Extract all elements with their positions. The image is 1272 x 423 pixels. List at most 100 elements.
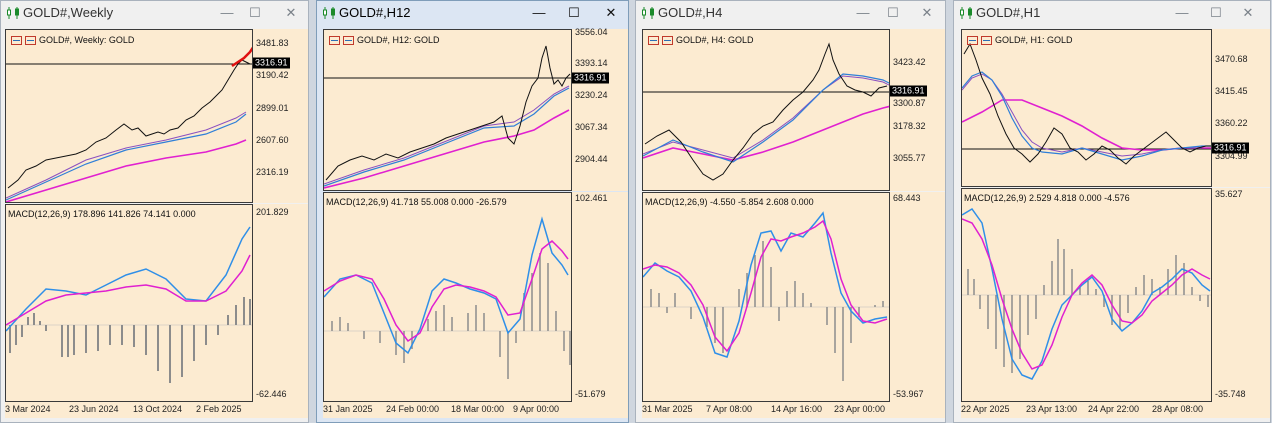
macd-panel[interactable]: MACD(12,26,9) 2.529 4.818 0.000 -4.576 [961, 188, 1212, 402]
window-titlebar[interactable]: GOLD#,H1 — ☐ ✕ [954, 1, 1270, 25]
price-chart[interactable]: GOLD#, H4: GOLD [642, 29, 890, 191]
price-scale[interactable]: 3470.68 3415.45 3360.22 3316.91 3304.99 [1212, 29, 1270, 187]
symbol-label: GOLD#, H1: GOLD [995, 35, 1073, 45]
time-tick: 13 Oct 2024 [133, 404, 183, 414]
minimize-button[interactable]: — [220, 5, 234, 20]
macd-plot [962, 208, 1211, 380]
macd-plot [324, 216, 571, 379]
chart-window-h12[interactable]: GOLD#,H12 — ☐ ✕ GOLD#, H12: GOLD 3556.04… [316, 0, 629, 423]
price-scale[interactable]: 3481.83 3316.91 3190.42 2899.01 2607.60 … [253, 29, 308, 203]
macd-tick: 68.443 [893, 193, 921, 203]
symbol-label: GOLD#, H4: GOLD [676, 35, 754, 45]
time-axis[interactable]: 31 Mar 2025 7 Apr 08:00 14 Apr 16:00 23 … [642, 402, 945, 418]
maximize-button[interactable]: ☐ [1210, 5, 1222, 20]
price-tick: 3230.24 [575, 90, 608, 100]
current-price-tag: 3316.91 [890, 85, 927, 97]
macd-scale[interactable]: 35.627 -35.748 [1212, 188, 1270, 402]
time-axis[interactable]: 22 Apr 2025 23 Apr 13:00 24 Apr 22:00 28… [961, 402, 1270, 418]
window-titlebar[interactable]: GOLD#,Weekly — ☐ ✕ [1, 1, 308, 25]
price-scale[interactable]: 3556.04 3393.14 3316.91 3230.24 3067.34 … [572, 27, 628, 191]
price-plot [643, 42, 889, 181]
price-chart[interactable]: GOLD#, Weekly: GOLD [5, 29, 253, 203]
trade-levels-icon [662, 35, 673, 45]
macd-tick: 102.461 [575, 193, 608, 203]
candlestick-icon [960, 7, 972, 19]
price-tick: 3415.45 [1215, 86, 1248, 96]
window-title: GOLD#,H4 [658, 5, 723, 20]
indicator-list-icon [648, 35, 659, 45]
chart-legend: GOLD#, H12: GOLD [329, 35, 440, 45]
time-tick: 2 Feb 2025 [196, 404, 242, 414]
window-titlebar[interactable]: GOLD#,H12 — ☐ ✕ [317, 1, 628, 25]
macd-plot [6, 226, 252, 383]
chart-window-h1[interactable]: GOLD#,H1 — ☐ ✕ GOLD#, H1: GOLD 3470.68 3… [953, 0, 1271, 423]
minimize-button[interactable]: — [856, 5, 870, 20]
time-tick: 24 Feb 00:00 [386, 404, 440, 414]
indicator-list-icon [329, 35, 340, 45]
current-price-tag: 3316.91 [1212, 142, 1249, 154]
price-tick: 3178.32 [893, 121, 926, 131]
maximize-button[interactable]: ☐ [568, 5, 580, 20]
macd-tick: 201.829 [256, 207, 289, 217]
current-price-tag: 3316.91 [572, 72, 609, 84]
time-tick: 7 Apr 08:00 [706, 404, 753, 414]
price-chart[interactable]: GOLD#, H12: GOLD [323, 29, 572, 191]
macd-scale[interactable]: 68.443 -53.967 [890, 192, 945, 402]
price-plot [324, 45, 571, 189]
macd-scale[interactable]: 201.829 -62.446 [253, 204, 308, 402]
chart-window-h4[interactable]: GOLD#,H4 — ☐ ✕ GOLD#, H4: GOLD 3423.42 3… [635, 0, 946, 423]
price-plot [6, 46, 252, 202]
window-title: GOLD#,Weekly [23, 5, 114, 20]
close-button[interactable]: ✕ [285, 5, 297, 20]
macd-label: MACD(12,26,9) -4.550 -5.854 2.608 0.000 [645, 197, 814, 207]
price-chart[interactable]: GOLD#, H1: GOLD [961, 29, 1212, 187]
price-scale[interactable]: 3423.42 3316.91 3300.87 3178.32 3055.77 [890, 29, 945, 191]
price-tick: 3300.87 [893, 98, 926, 108]
chart-window-weekly[interactable]: GOLD#,Weekly — ☐ ✕ GOLD#, Weekly: GOLD 3… [0, 0, 309, 423]
close-button[interactable]: ✕ [605, 5, 617, 20]
trade-levels-icon [343, 35, 354, 45]
time-axis[interactable]: 3 Mar 2024 23 Jun 2024 13 Oct 2024 2 Feb… [5, 402, 308, 418]
price-tick: 2899.01 [256, 103, 289, 113]
chart-legend: GOLD#, H4: GOLD [648, 35, 754, 45]
time-tick: 9 Apr 00:00 [513, 404, 560, 414]
time-tick: 31 Jan 2025 [323, 404, 373, 414]
price-tick: 3067.34 [575, 122, 608, 132]
macd-plot [643, 211, 889, 381]
minimize-button[interactable]: — [532, 5, 546, 20]
macd-panel[interactable]: MACD(12,26,9) 41.718 55.008 0.000 -26.57… [323, 192, 572, 402]
macd-label: MACD(12,26,9) 178.896 141.826 74.141 0.0… [8, 209, 196, 219]
macd-scale[interactable]: 102.461 -51.679 [572, 192, 628, 402]
maximize-button[interactable]: ☐ [887, 5, 899, 20]
macd-tick: -35.748 [1215, 389, 1246, 399]
symbol-label: GOLD#, Weekly: GOLD [39, 35, 135, 45]
time-tick: 31 Mar 2025 [642, 404, 693, 414]
macd-panel[interactable]: MACD(12,26,9) -4.550 -5.854 2.608 0.000 [642, 192, 890, 402]
macd-panel[interactable]: MACD(12,26,9) 178.896 141.826 74.141 0.0… [5, 204, 253, 402]
time-tick: 3 Mar 2024 [5, 404, 51, 414]
chart-legend: GOLD#, Weekly: GOLD [11, 35, 134, 45]
time-tick: 23 Apr 00:00 [834, 404, 886, 414]
time-tick: 24 Apr 22:00 [1088, 404, 1140, 414]
price-tick: 3190.42 [256, 70, 289, 80]
time-axis[interactable]: 31 Jan 2025 24 Feb 00:00 18 Mar 00:00 9 … [323, 402, 628, 418]
price-tick: 3055.77 [893, 153, 926, 163]
candlestick-icon [642, 7, 654, 19]
chart-legend: GOLD#, H1: GOLD [967, 35, 1073, 45]
macd-tick: 35.627 [1215, 189, 1243, 199]
candlestick-icon [7, 7, 19, 19]
time-tick: 28 Apr 08:00 [1152, 404, 1204, 414]
candlestick-icon [323, 7, 335, 19]
indicator-list-icon [11, 35, 22, 45]
maximize-button[interactable]: ☐ [249, 5, 261, 20]
close-button[interactable]: ✕ [1242, 5, 1254, 20]
window-title: GOLD#,H1 [976, 5, 1041, 20]
price-tick: 2904.44 [575, 154, 608, 164]
close-button[interactable]: ✕ [921, 5, 933, 20]
indicator-list-icon [967, 35, 978, 45]
price-tick: 3481.83 [256, 38, 289, 48]
time-tick: 18 Mar 00:00 [451, 404, 505, 414]
minimize-button[interactable]: — [1175, 5, 1189, 20]
window-titlebar[interactable]: GOLD#,H4 — ☐ ✕ [636, 1, 945, 25]
time-tick: 23 Apr 13:00 [1026, 404, 1078, 414]
